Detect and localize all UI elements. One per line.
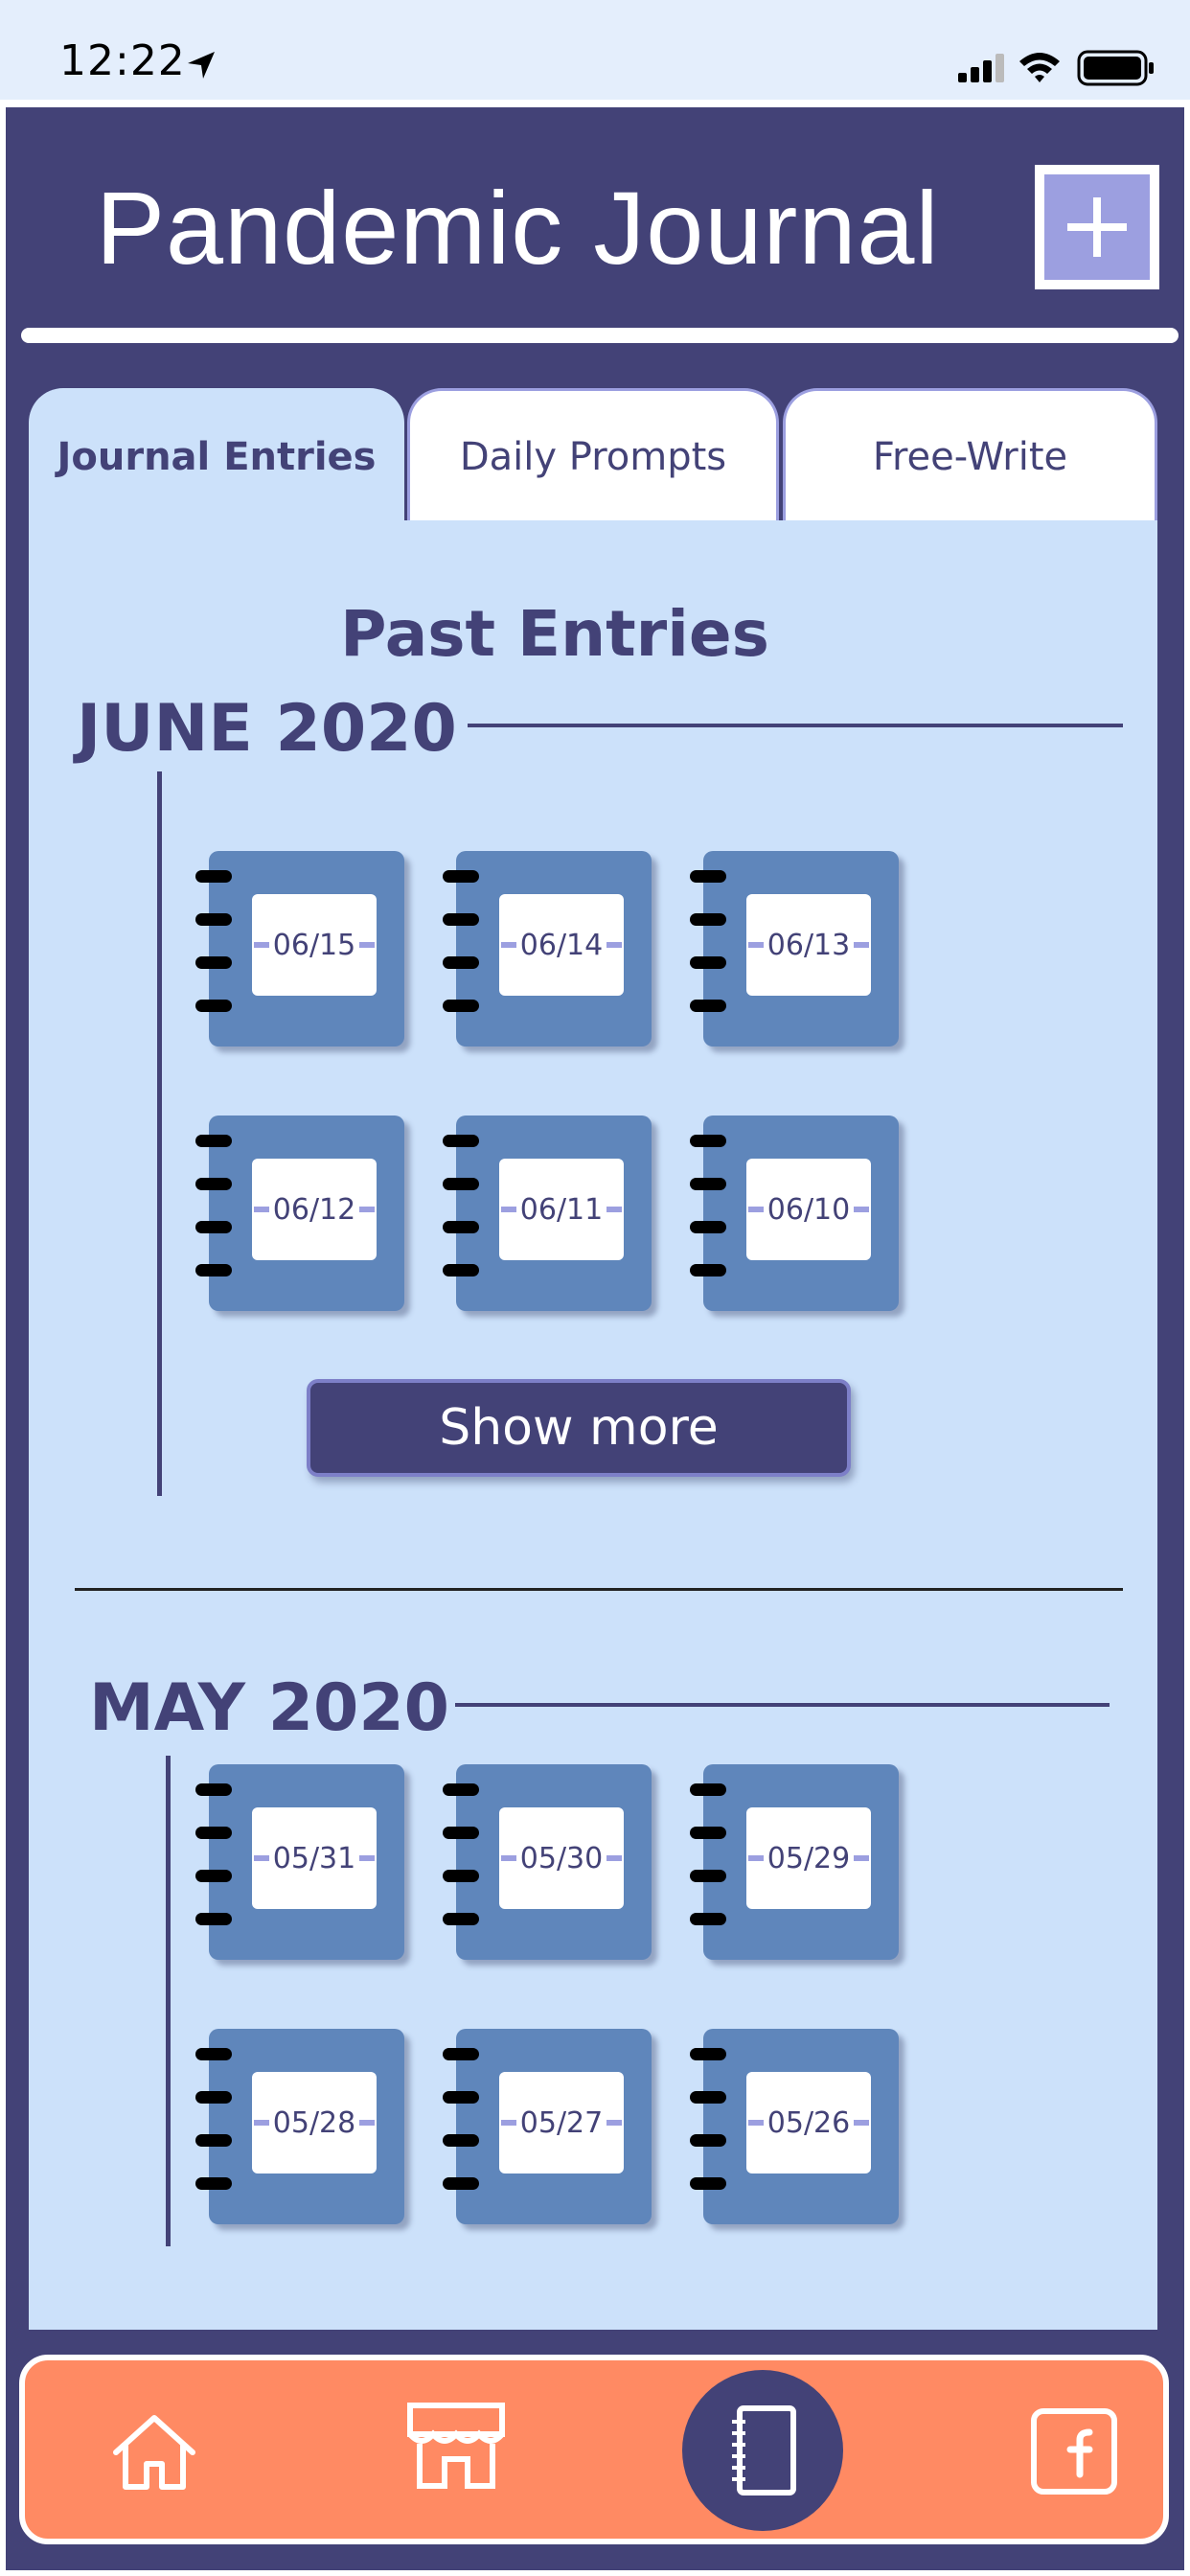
journal-entries-panel: Past Entries JUNE 2020 06/15 06/14 06/13… bbox=[29, 520, 1157, 2330]
journal-entry-0613[interactable]: 06/13 bbox=[690, 851, 899, 1046]
month-rule bbox=[468, 724, 1123, 727]
wifi-icon bbox=[1019, 53, 1060, 82]
entry-date: 05/28 bbox=[268, 2105, 360, 2140]
app-title: Pandemic Journal bbox=[96, 170, 940, 286]
journal-entry-0610[interactable]: 06/10 bbox=[690, 1116, 899, 1311]
journal-entry-0528[interactable]: 05/28 bbox=[195, 2029, 404, 2224]
plus-icon bbox=[1067, 197, 1127, 257]
journal-entry-0614[interactable]: 06/14 bbox=[443, 851, 652, 1046]
cellular-signal-icon bbox=[958, 54, 1004, 82]
entry-date: 06/13 bbox=[763, 928, 855, 962]
tab-free-write[interactable]: Free-Write bbox=[783, 388, 1157, 522]
month-rule bbox=[455, 1703, 1110, 1707]
entry-date: 06/15 bbox=[268, 928, 360, 962]
storefront-icon bbox=[407, 2403, 505, 2489]
battery-icon bbox=[1077, 50, 1154, 86]
show-more-button[interactable]: Show more bbox=[307, 1379, 851, 1477]
nav-journal-button[interactable] bbox=[682, 2370, 843, 2531]
title-divider bbox=[21, 328, 1179, 343]
timeline-line bbox=[166, 1756, 171, 2246]
timeline-line bbox=[157, 771, 162, 1496]
entry-date: 05/31 bbox=[268, 1841, 360, 1875]
entry-date: 05/26 bbox=[763, 2105, 855, 2140]
nav-home-button[interactable] bbox=[102, 2399, 207, 2504]
entry-date: 05/27 bbox=[515, 2105, 607, 2140]
journal-entry-0615[interactable]: 06/15 bbox=[195, 851, 404, 1046]
tab-journal-entries[interactable]: Journal Entries bbox=[29, 388, 404, 522]
journal-entry-0612[interactable]: 06/12 bbox=[195, 1116, 404, 1311]
facebook-icon bbox=[1031, 2408, 1117, 2495]
past-entries-heading: Past Entries bbox=[340, 597, 769, 671]
entry-date: 06/14 bbox=[515, 928, 607, 962]
journal-entry-0529[interactable]: 05/29 bbox=[690, 1764, 899, 1960]
journal-entry-0530[interactable]: 05/30 bbox=[443, 1764, 652, 1960]
nav-store-button[interactable] bbox=[399, 2393, 514, 2498]
month-label-may: MAY 2020 bbox=[89, 1670, 449, 1746]
home-icon bbox=[113, 2415, 195, 2490]
location-arrow-icon bbox=[188, 52, 215, 79]
entry-date: 06/12 bbox=[268, 1192, 360, 1227]
journal-notebook-icon bbox=[732, 2405, 796, 2496]
section-divider bbox=[75, 1588, 1123, 1591]
status-bar: 12:22 bbox=[0, 0, 1190, 100]
journal-entry-0611[interactable]: 06/11 bbox=[443, 1116, 652, 1311]
bottom-nav bbox=[19, 2355, 1169, 2544]
tab-daily-prompts[interactable]: Daily Prompts bbox=[407, 388, 779, 522]
journal-entry-0526[interactable]: 05/26 bbox=[690, 2029, 899, 2224]
status-time: 12:22 bbox=[59, 36, 186, 85]
add-entry-button[interactable] bbox=[1035, 165, 1159, 289]
nav-facebook-button[interactable] bbox=[1021, 2399, 1127, 2504]
journal-entry-0527[interactable]: 05/27 bbox=[443, 2029, 652, 2224]
entry-date: 05/30 bbox=[515, 1841, 607, 1875]
entry-date: 05/29 bbox=[763, 1841, 855, 1875]
entry-date: 06/11 bbox=[515, 1192, 607, 1227]
entry-date: 06/10 bbox=[763, 1192, 855, 1227]
month-label-june: JUNE 2020 bbox=[77, 691, 457, 767]
journal-entry-0531[interactable]: 05/31 bbox=[195, 1764, 404, 1960]
